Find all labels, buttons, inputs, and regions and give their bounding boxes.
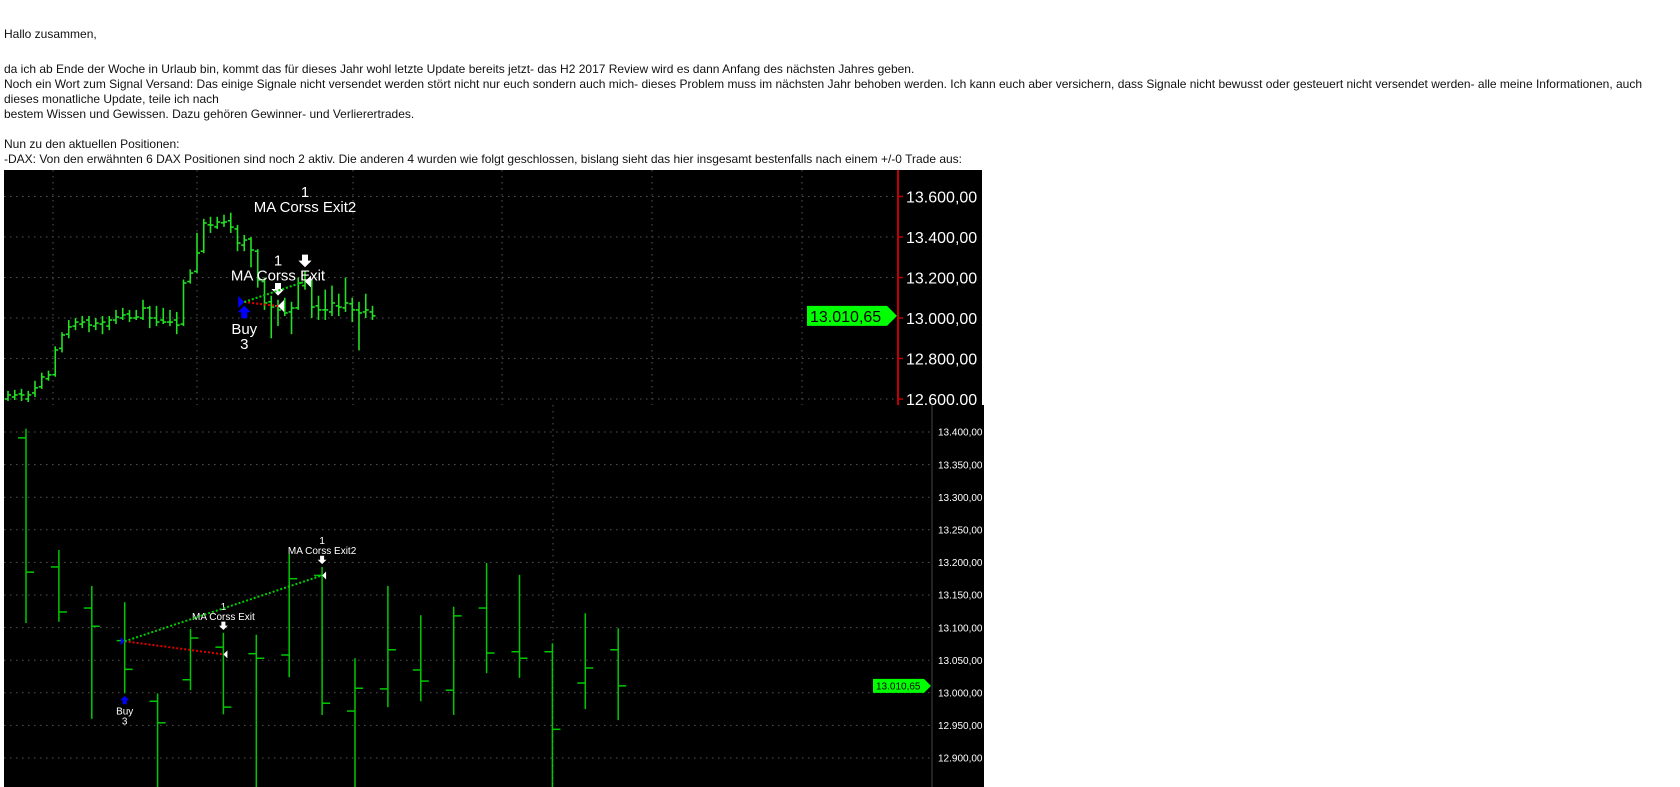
chart-overview-svg: 13.600,00 13.400,00 13.200,00 13.000,00 12.8…	[4, 170, 977, 405]
exit-label: MA Corss Exit2	[288, 546, 357, 557]
last-price-label: 13.010,65	[876, 682, 921, 693]
y-tick-label: 13.600,00	[906, 189, 977, 206]
exit-qty: 1	[319, 536, 325, 547]
y-tick-label: 12.950,00	[938, 721, 983, 732]
exit-arrow-down-icon	[298, 254, 312, 268]
positions-heading: Nun zu den aktuellen Positionen:	[4, 137, 180, 151]
chart-zoomed-svg: 13.400,00 13.350,00 13.300,00 13.250,00 13.2…	[4, 405, 983, 787]
y-tick-label: 12.800,00	[906, 351, 977, 368]
last-price-tag	[807, 305, 897, 326]
y-tick-label: 13.000,00	[906, 311, 977, 328]
y-tick-label: 13.350,00	[938, 460, 983, 471]
exit-qty: 1	[301, 184, 309, 201]
buy-arrow-up-icon	[237, 305, 251, 319]
dax-chart-overview: 13.600,00 13.400,00 13.200,00 13.000,00 12.8…	[4, 170, 982, 405]
buy-label: Buy	[116, 707, 133, 718]
y-tick-label: 13.400,00	[906, 230, 977, 247]
trade-line	[244, 300, 279, 308]
exit-marker-icon	[278, 300, 284, 313]
exit-label: MA Corss Exit	[231, 268, 326, 285]
y-tick-label: 13.400,00	[938, 428, 983, 439]
exit-label: MA Corss Exit	[192, 612, 255, 623]
trade-line	[124, 574, 323, 643]
y-tick-label: 12.600,00	[906, 392, 977, 405]
y-tick-label: 13.200,00	[906, 270, 977, 287]
y-tick-label: 13.000,00	[938, 689, 983, 700]
y-tick-label: 13.250,00	[938, 526, 983, 537]
dax-chart-zoomed: 13.400,00 13.350,00 13.300,00 13.250,00 13.2…	[4, 405, 984, 787]
exit-arrow-down-icon	[317, 555, 327, 565]
exit-label: MA Corss Exit2	[254, 199, 357, 216]
paragraph-1: da ich ab Ende der Woche in Urlaub bin, …	[4, 62, 915, 76]
entry-marker-icon	[120, 637, 125, 646]
buy-label: Buy	[231, 321, 257, 338]
last-price-label: 13.010,65	[810, 309, 881, 326]
y-tick-label: 13.100,00	[938, 623, 983, 634]
trade-line	[124, 640, 224, 656]
trade-line	[243, 280, 306, 303]
exit-qty: 1	[274, 253, 282, 270]
buy-qty: 3	[122, 717, 128, 728]
last-price-tag	[873, 678, 931, 693]
paragraph-2: Noch ein Wort zum Signal Versand: Das ei…	[4, 77, 1674, 122]
buy-qty: 3	[240, 336, 248, 353]
greeting: Hallo zusammen,	[4, 27, 97, 41]
entry-marker-icon	[238, 296, 245, 309]
exit-marker-icon	[322, 571, 327, 580]
exit-marker-icon	[223, 650, 228, 659]
y-tick-label: 12.900,00	[938, 754, 983, 765]
paragraph-2-line-2: bestem Wissen und Gewissen. Dazu gehören…	[4, 107, 415, 121]
exit-marker-icon	[305, 275, 311, 288]
exit-arrow-down-icon	[219, 621, 228, 631]
exit-arrow-down-icon	[271, 282, 285, 296]
y-tick-label: 13.300,00	[938, 493, 983, 504]
y-tick-label: 13.050,00	[938, 656, 983, 667]
dax-line: -DAX: Von den erwähnten 6 DAX Positionen…	[4, 152, 963, 166]
buy-arrow-up-icon	[120, 695, 130, 705]
y-tick-label: 13.150,00	[938, 591, 983, 602]
email-body: Hallo zusammen, da ich ab Ende der Woche…	[4, 27, 1674, 167]
paragraph-2-line-1: Noch ein Wort zum Signal Versand: Das ei…	[4, 77, 1643, 106]
y-tick-label: 13.200,00	[938, 558, 983, 569]
